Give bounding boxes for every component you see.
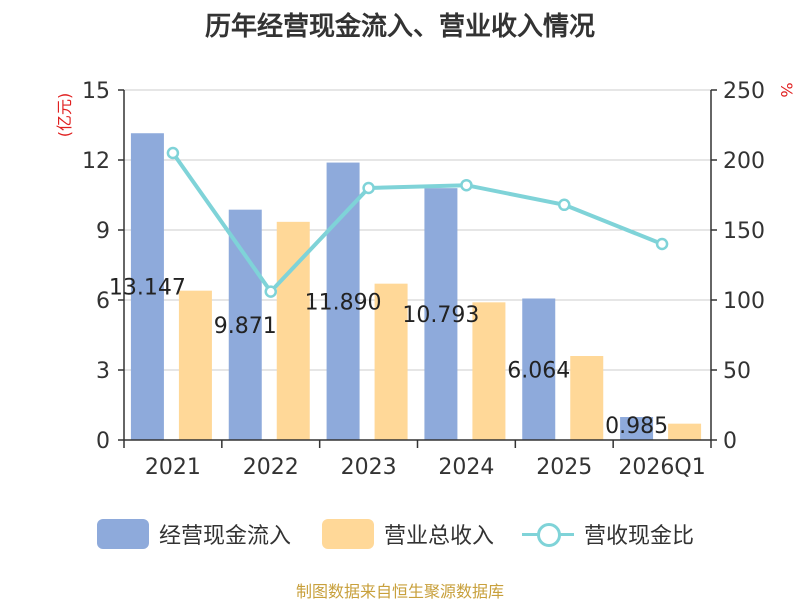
data-label-cash-inflow: 0.985 <box>605 414 668 439</box>
x-tick-label: 2025 <box>536 455 592 480</box>
legend-item-cash-ratio[interactable]: 营收现金比 <box>522 518 694 550</box>
bar-revenue <box>570 356 604 440</box>
y-left-axis-label: (亿元) <box>55 93 74 138</box>
y-right-tick-label: 50 <box>723 359 751 384</box>
data-label-cash-inflow: 13.147 <box>109 276 186 301</box>
y-left-tick-label: 12 <box>82 149 110 174</box>
y-right-axis-label: % <box>777 82 796 97</box>
bar-cash-inflow <box>326 162 360 441</box>
data-label-cash-inflow: 6.064 <box>507 358 570 383</box>
bar-cash-inflow <box>620 417 654 440</box>
point-cash-ratio <box>655 237 669 251</box>
data-label-cash-inflow: 9.871 <box>214 314 277 339</box>
y-left-tick-label: 0 <box>96 429 110 454</box>
chart-title: 历年经营现金流入、营业收入情况 <box>204 12 595 42</box>
point-cash-ratio <box>460 178 473 192</box>
data-label-cash-inflow: 11.890 <box>305 290 382 315</box>
y-right-tick-label: 100 <box>723 289 765 314</box>
legend-item-revenue[interactable]: 营业总收入 <box>322 518 494 550</box>
y-right-tick-label: 0 <box>723 429 737 454</box>
point-cash-ratio <box>362 181 375 195</box>
y-right-tick-label: 150 <box>723 219 765 244</box>
legend-item-cash-inflow[interactable]: 经营现金流入 <box>97 518 291 550</box>
legend-label-cash-inflow: 经营现金流入 <box>159 524 292 549</box>
y-left-tick-label: 6 <box>96 289 110 314</box>
bar-cash-inflow <box>130 133 164 440</box>
legend-label-cash-ratio: 营收现金比 <box>584 524 695 549</box>
bar-cash-inflow <box>228 209 262 440</box>
x-tick-label: 2023 <box>341 455 397 480</box>
bar-revenue <box>178 290 212 440</box>
y-right-tick-label: 200 <box>723 149 765 174</box>
y-left-tick-label: 9 <box>96 219 110 244</box>
legend-swatch-cash-ratio <box>522 519 574 549</box>
bar-cash-inflow <box>424 188 458 440</box>
y-right-tick-label: 250 <box>723 79 765 104</box>
point-cash-ratio <box>264 285 277 298</box>
bar-cash-inflow <box>522 298 556 440</box>
bar-revenue <box>374 283 408 440</box>
point-cash-ratio <box>166 146 180 160</box>
y-left-tick-label: 3 <box>96 359 110 384</box>
legend-label-revenue: 营业总收入 <box>384 524 495 549</box>
x-tick-label: 2024 <box>438 455 494 480</box>
y-left-tick-label: 15 <box>82 79 110 104</box>
x-tick-label: 2022 <box>243 455 299 480</box>
bar-revenue <box>668 423 702 440</box>
point-cash-ratio <box>558 198 571 212</box>
x-tick-label: 2026Q1 <box>618 455 705 480</box>
line-cash-ratio <box>171 151 663 295</box>
data-label-cash-inflow: 10.793 <box>402 303 479 328</box>
legend-swatch-revenue <box>322 519 374 549</box>
source-note: 制图数据来自恒生聚源数据库 <box>295 582 504 601</box>
bar-revenue <box>472 302 506 440</box>
x-tick-label: 2021 <box>145 455 201 480</box>
legend-swatch-cash-inflow <box>97 519 149 549</box>
